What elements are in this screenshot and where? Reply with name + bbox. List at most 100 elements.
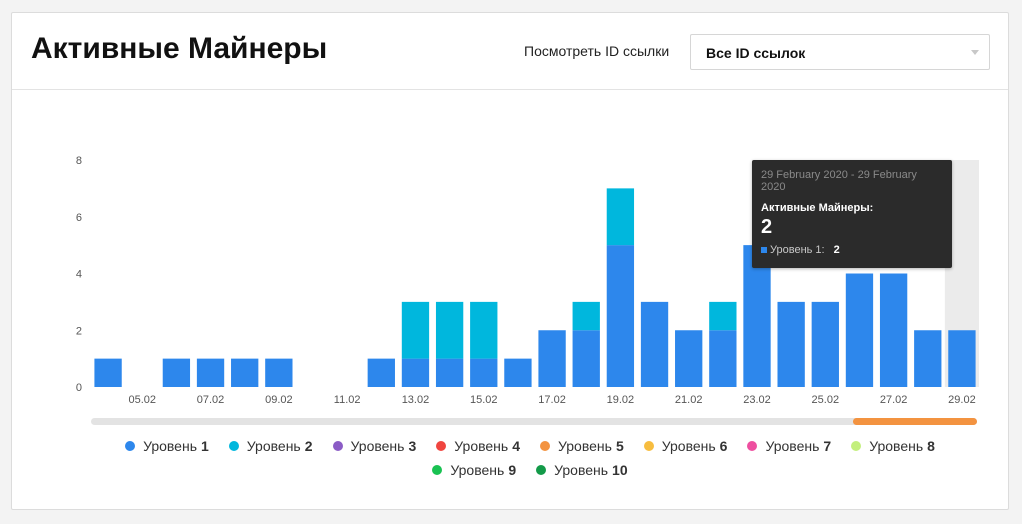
referral-id-filter-label: Посмотреть ID ссылки (524, 43, 670, 59)
legend-level-number: 5 (615, 438, 624, 454)
bar-level-1[interactable] (879, 273, 908, 388)
legend-level-number: 4 (512, 438, 520, 454)
legend-level-number: 2 (304, 438, 313, 454)
bar-level-1[interactable] (709, 330, 737, 387)
legend-label: Уровень (143, 438, 197, 454)
legend-dot (228, 441, 239, 451)
legend-level-number: 1 (201, 438, 209, 454)
bar-level-1[interactable] (265, 358, 293, 387)
bar-level-2[interactable] (401, 301, 430, 359)
bar-level-1[interactable] (675, 330, 703, 387)
legend-item-level-4[interactable]: Уровень 4 (436, 438, 520, 454)
bar-level-1[interactable] (401, 358, 430, 387)
bar-level-1[interactable] (94, 358, 122, 387)
legend-label: Уровень (765, 438, 820, 454)
bar-level-1[interactable] (948, 330, 976, 387)
bar-level-2[interactable] (470, 301, 498, 359)
x-tick-label: 19.02 (607, 394, 635, 406)
legend-item-level-3[interactable]: Уровень 3 (332, 438, 417, 454)
tooltip-series-value: 2 (833, 244, 840, 256)
x-tick-label: 05.02 (128, 394, 156, 406)
legend-item-level-2[interactable]: Уровень 2 (228, 438, 313, 454)
legend-item-level-8[interactable]: Уровень 8 (851, 438, 935, 454)
x-tick-label: 25.02 (812, 394, 840, 406)
bar-level-1[interactable] (572, 330, 600, 387)
x-tick-label: 23.02 (743, 394, 771, 406)
bar-level-1[interactable] (231, 358, 259, 387)
x-tick-label: 07.02 (197, 394, 225, 406)
tooltip-value: 2 (761, 216, 773, 238)
legend-dot (432, 465, 443, 475)
legend-dot (540, 441, 550, 451)
legend-dot (536, 465, 547, 475)
legend-dot (332, 441, 343, 451)
x-tick-label: 15.02 (470, 394, 498, 406)
x-tick-label: 11.02 (334, 394, 361, 406)
chevron-down-icon (971, 50, 979, 55)
legend-label: Уровень (450, 462, 505, 478)
legend-label: Уровень (246, 438, 301, 454)
y-tick-label: 4 (76, 269, 82, 281)
legend-dot (851, 441, 862, 451)
chart-tooltip: 29 February 2020 - 29 February 2020 Акти… (752, 160, 952, 268)
legend-level-number: 7 (823, 438, 832, 454)
bar-level-1[interactable] (504, 358, 532, 387)
legend-item-level-1[interactable]: Уровень 1 (125, 438, 209, 454)
bar-level-1[interactable] (162, 358, 191, 387)
legend-item-level-9[interactable]: Уровень 9 (432, 462, 516, 478)
bar-level-1[interactable] (470, 358, 498, 387)
bar-level-2[interactable] (572, 301, 600, 331)
legend-row: Уровень 1 Уровень 2 Уровень 3 Уровень 4 Уровень 5… (120, 434, 940, 458)
legend-level-number: 9 (508, 462, 517, 478)
bar-level-2[interactable] (435, 301, 464, 359)
card-header: Активные Майнеры Посмотреть ID ссылки Вс… (12, 13, 1008, 90)
x-tick-label: 21.02 (675, 394, 703, 406)
legend-item-level-5[interactable]: Уровень 5 (540, 438, 624, 454)
chart-scrollbar-track[interactable] (91, 418, 977, 425)
tooltip-series-swatch (761, 247, 767, 253)
legend-dot (436, 441, 447, 451)
bar-level-1[interactable] (538, 330, 566, 387)
bar-level-1[interactable] (435, 358, 464, 387)
bar-level-1[interactable] (367, 358, 395, 387)
legend-item-level-10[interactable]: Уровень 10 (536, 462, 628, 478)
legend-level-number: 3 (408, 438, 417, 454)
legend-label: Уровень (558, 438, 612, 454)
y-tick-label: 2 (76, 325, 82, 337)
bar-level-1[interactable] (777, 301, 805, 387)
bar-level-1[interactable] (743, 245, 771, 387)
bar-level-1[interactable] (606, 245, 635, 387)
x-tick-label: 13.02 (402, 394, 430, 406)
tooltip-series-label: Уровень 1: (770, 244, 825, 256)
legend-item-level-6[interactable]: Уровень 6 (643, 438, 728, 454)
bar-level-1[interactable] (914, 330, 942, 387)
page-title: Активные Майнеры (31, 32, 328, 65)
legend-label: Уровень (554, 462, 609, 478)
tooltip-series: Уровень 1: 2 (761, 244, 943, 256)
chart-scrollbar-thumb[interactable] (852, 418, 977, 425)
legend-label: Уровень (661, 438, 716, 454)
x-tick-label: 09.02 (265, 394, 293, 406)
bar-level-1[interactable] (196, 358, 225, 387)
bar-level-1[interactable] (845, 273, 874, 388)
bar-level-2[interactable] (709, 301, 737, 331)
y-tick-label: 6 (76, 212, 82, 224)
x-tick-label: 17.02 (538, 394, 566, 406)
y-tick-label: 0 (76, 382, 82, 394)
legend-level-number: 10 (612, 462, 628, 478)
legend-item-level-7[interactable]: Уровень 7 (747, 438, 831, 454)
bar-level-1[interactable] (640, 301, 669, 387)
legend-level-number: 6 (719, 438, 728, 454)
bar-level-1[interactable] (811, 301, 839, 387)
legend-row: Уровень 9 Уровень 10 (120, 458, 940, 482)
bar-level-2[interactable] (606, 188, 635, 246)
y-tick-label: 8 (76, 155, 82, 167)
legend-dot (643, 441, 654, 451)
x-tick-label: 27.02 (880, 394, 908, 406)
referral-id-select-value: Все ID ссылок (706, 45, 806, 61)
x-tick-label: 29.02 (948, 394, 976, 406)
tooltip-label: Активные Майнеры: (761, 202, 874, 214)
legend-level-number: 8 (927, 438, 935, 454)
legend-label: Уровень (454, 438, 509, 454)
referral-id-select[interactable]: Все ID ссылок (690, 34, 990, 70)
